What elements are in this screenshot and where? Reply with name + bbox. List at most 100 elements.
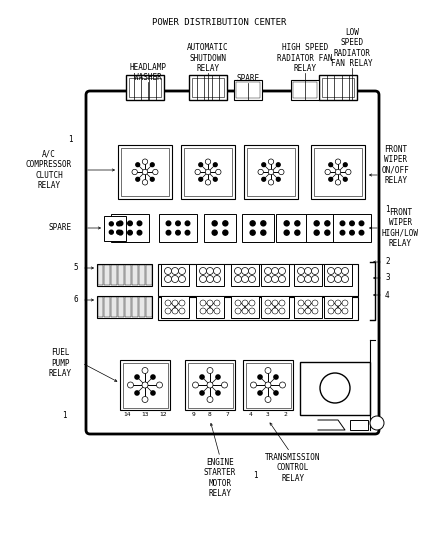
Circle shape bbox=[142, 180, 148, 185]
Circle shape bbox=[350, 230, 354, 235]
Circle shape bbox=[242, 308, 248, 314]
Circle shape bbox=[206, 268, 213, 274]
Bar bbox=[97, 296, 152, 318]
Circle shape bbox=[205, 180, 211, 185]
Circle shape bbox=[241, 276, 248, 282]
Circle shape bbox=[329, 163, 332, 167]
Text: HIGH SPEED
RADIATOR FAN
RELAY: HIGH SPEED RADIATOR FAN RELAY bbox=[277, 43, 333, 73]
Bar bbox=[132, 265, 138, 285]
Circle shape bbox=[110, 222, 113, 226]
Bar bbox=[319, 75, 357, 100]
Text: 12: 12 bbox=[159, 413, 167, 417]
Bar bbox=[293, 82, 317, 98]
Circle shape bbox=[325, 221, 330, 226]
Circle shape bbox=[370, 416, 384, 430]
Circle shape bbox=[340, 230, 345, 235]
Circle shape bbox=[251, 382, 257, 388]
Circle shape bbox=[172, 276, 179, 282]
Bar bbox=[118, 145, 172, 199]
Bar bbox=[322, 78, 354, 97]
Bar bbox=[181, 145, 235, 199]
Text: 9: 9 bbox=[191, 413, 195, 417]
Circle shape bbox=[214, 300, 220, 306]
Text: 4: 4 bbox=[249, 413, 253, 417]
Bar bbox=[125, 265, 131, 285]
Circle shape bbox=[258, 391, 262, 395]
Circle shape bbox=[212, 230, 217, 235]
Circle shape bbox=[235, 300, 241, 306]
Text: 5: 5 bbox=[74, 263, 78, 272]
Circle shape bbox=[265, 268, 272, 274]
Circle shape bbox=[136, 163, 140, 167]
Circle shape bbox=[279, 268, 286, 274]
Circle shape bbox=[142, 367, 148, 374]
Circle shape bbox=[234, 276, 241, 282]
Circle shape bbox=[268, 159, 274, 164]
Circle shape bbox=[199, 163, 203, 167]
Bar bbox=[333, 214, 371, 242]
Circle shape bbox=[343, 163, 347, 167]
Circle shape bbox=[297, 268, 304, 274]
Circle shape bbox=[213, 163, 217, 167]
Circle shape bbox=[265, 382, 271, 388]
Circle shape bbox=[214, 308, 220, 314]
Circle shape bbox=[279, 169, 284, 175]
Text: 3: 3 bbox=[385, 273, 390, 282]
Circle shape bbox=[274, 391, 278, 395]
Circle shape bbox=[172, 268, 179, 274]
Text: 13: 13 bbox=[141, 413, 149, 417]
Bar bbox=[126, 75, 164, 100]
Circle shape bbox=[215, 169, 221, 175]
Circle shape bbox=[165, 276, 172, 282]
Circle shape bbox=[249, 308, 255, 314]
Circle shape bbox=[222, 382, 227, 388]
Circle shape bbox=[192, 382, 198, 388]
Circle shape bbox=[223, 230, 228, 235]
Bar bbox=[158, 297, 358, 320]
Circle shape bbox=[142, 397, 148, 402]
Circle shape bbox=[172, 300, 178, 306]
Bar bbox=[350, 420, 368, 430]
Bar bbox=[129, 78, 161, 97]
Bar bbox=[123, 362, 167, 408]
Circle shape bbox=[207, 300, 213, 306]
Circle shape bbox=[242, 300, 248, 306]
Text: FRONT
WIPER
HIGH/LOW
RELAY: FRONT WIPER HIGH/LOW RELAY bbox=[382, 208, 419, 248]
Circle shape bbox=[179, 300, 185, 306]
Circle shape bbox=[212, 221, 217, 226]
Circle shape bbox=[279, 300, 285, 306]
Text: A/C
COMPRESSOR
CLUTCH
RELAY: A/C COMPRESSOR CLUTCH RELAY bbox=[26, 150, 72, 190]
Bar bbox=[139, 297, 145, 317]
Circle shape bbox=[199, 177, 203, 181]
Bar bbox=[111, 297, 117, 317]
Circle shape bbox=[142, 159, 148, 164]
Bar bbox=[243, 360, 293, 410]
Circle shape bbox=[185, 221, 190, 225]
Circle shape bbox=[205, 159, 211, 164]
Circle shape bbox=[137, 230, 142, 235]
Bar bbox=[161, 264, 189, 286]
Bar bbox=[104, 265, 110, 285]
Circle shape bbox=[185, 230, 190, 235]
Circle shape bbox=[336, 169, 341, 175]
Circle shape bbox=[137, 221, 142, 225]
Circle shape bbox=[274, 375, 278, 379]
Circle shape bbox=[165, 268, 172, 274]
Circle shape bbox=[250, 221, 255, 226]
Circle shape bbox=[295, 221, 300, 226]
Circle shape bbox=[328, 308, 334, 314]
Circle shape bbox=[117, 230, 120, 234]
Circle shape bbox=[261, 221, 266, 226]
Circle shape bbox=[265, 367, 271, 374]
Circle shape bbox=[279, 382, 286, 388]
Circle shape bbox=[234, 268, 241, 274]
Circle shape bbox=[216, 375, 220, 379]
Circle shape bbox=[329, 177, 332, 181]
Circle shape bbox=[195, 169, 200, 175]
Circle shape bbox=[258, 169, 263, 175]
Circle shape bbox=[305, 308, 311, 314]
Text: HEADLAMP
WASHER: HEADLAMP WASHER bbox=[130, 62, 166, 82]
Bar bbox=[231, 264, 259, 286]
Circle shape bbox=[176, 230, 180, 235]
Text: 7: 7 bbox=[225, 413, 229, 417]
